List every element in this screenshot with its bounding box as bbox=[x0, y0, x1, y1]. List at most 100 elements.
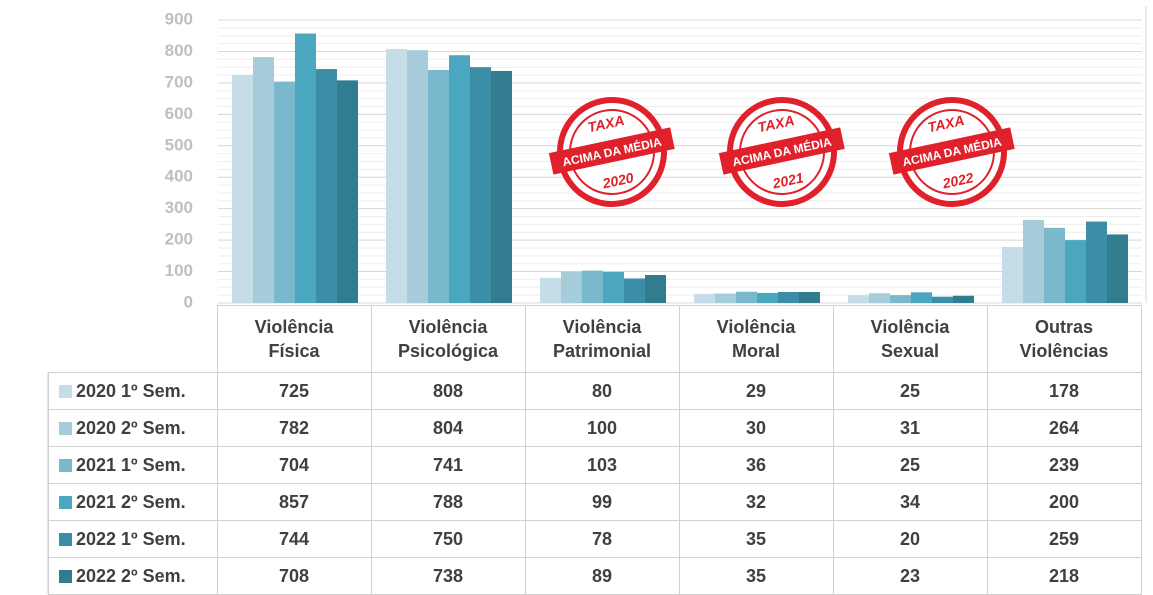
bar bbox=[911, 292, 932, 303]
bar bbox=[890, 295, 911, 303]
category-cell: Violência Psicológica bbox=[370, 305, 526, 373]
category-cell: Violência Patrimonial bbox=[524, 305, 680, 373]
category-cell: Violência Moral bbox=[678, 305, 834, 373]
bar bbox=[540, 277, 561, 303]
legend-cell: 2021 1º Sem. bbox=[48, 446, 218, 484]
value-cell: 23 bbox=[832, 557, 988, 595]
value-cell: 200 bbox=[986, 483, 1142, 521]
value-cell: 218 bbox=[986, 557, 1142, 595]
bar bbox=[428, 69, 449, 303]
value-cell: 808 bbox=[370, 372, 526, 410]
stamp-top: TAXA bbox=[926, 112, 966, 135]
value-cell: 30 bbox=[678, 409, 834, 447]
value-cell: 782 bbox=[216, 409, 372, 447]
x-tick-label: Violência Sexual bbox=[870, 317, 950, 361]
y-tick-label: 500 bbox=[165, 135, 193, 154]
bar bbox=[407, 50, 428, 303]
y-tick-label: 600 bbox=[165, 104, 193, 123]
value-cell: 32 bbox=[678, 483, 834, 521]
value-cell: 804 bbox=[370, 409, 526, 447]
legend-label: 2020 1º Sem. bbox=[76, 380, 186, 401]
bar bbox=[295, 33, 316, 303]
bar bbox=[799, 291, 820, 303]
y-tick-label: 800 bbox=[165, 41, 193, 60]
legend-swatch bbox=[59, 532, 72, 546]
stamp-band bbox=[888, 127, 1015, 175]
bar bbox=[386, 48, 407, 303]
bar bbox=[274, 81, 295, 304]
x-tick-label: Violência Moral bbox=[716, 317, 796, 361]
stamp-year: 2020 bbox=[600, 169, 635, 191]
value-cell: 34 bbox=[832, 483, 988, 521]
data-row: 2021 2º Sem. 857 788 99 32 34 200 bbox=[48, 483, 1142, 521]
legend-label: 2021 2º Sem. bbox=[76, 491, 186, 512]
bar bbox=[1044, 227, 1065, 303]
bar bbox=[1002, 247, 1023, 303]
legend-swatch bbox=[59, 421, 72, 435]
bar bbox=[848, 295, 869, 303]
value-cell: 178 bbox=[986, 372, 1142, 410]
bar bbox=[778, 291, 799, 303]
value-cell: 31 bbox=[832, 409, 988, 447]
bar bbox=[1065, 240, 1086, 303]
value-cell: 35 bbox=[678, 520, 834, 558]
value-cell: 725 bbox=[216, 372, 372, 410]
legend-swatch bbox=[59, 384, 72, 398]
legend-cell: 2022 2º Sem. bbox=[48, 557, 218, 595]
value-cell: 78 bbox=[524, 520, 680, 558]
bar bbox=[491, 70, 512, 303]
value-cell: 100 bbox=[524, 409, 680, 447]
value-cell: 708 bbox=[216, 557, 372, 595]
y-tick-label: 900 bbox=[165, 9, 193, 28]
y-tick-label: 700 bbox=[165, 72, 193, 91]
value-cell: 857 bbox=[216, 483, 372, 521]
value-cell: 704 bbox=[216, 446, 372, 484]
value-cell: 259 bbox=[986, 520, 1142, 558]
bar bbox=[1023, 219, 1044, 303]
value-cell: 89 bbox=[524, 557, 680, 595]
value-cell: 25 bbox=[832, 372, 988, 410]
x-tick-label: Violência Física bbox=[254, 317, 334, 361]
x-tick-label: Violência Psicológica bbox=[397, 317, 499, 361]
value-cell: 264 bbox=[986, 409, 1142, 447]
stamp-band bbox=[548, 127, 675, 175]
data-table: Violência Física Violência Psicológica Vio… bbox=[48, 305, 1142, 595]
legend-label: 2021 1º Sem. bbox=[76, 454, 186, 475]
bar bbox=[715, 293, 736, 303]
value-cell: 35 bbox=[678, 557, 834, 595]
bar bbox=[645, 275, 666, 303]
stamp-year: 2021 bbox=[770, 169, 805, 191]
value-cell: 80 bbox=[524, 372, 680, 410]
value-cell: 103 bbox=[524, 446, 680, 484]
y-tick-label: 0 bbox=[184, 292, 193, 311]
value-cell: 25 bbox=[832, 446, 988, 484]
bar bbox=[932, 296, 953, 303]
legend-cell: 2020 1º Sem. bbox=[48, 372, 218, 410]
legend-label: 2022 2º Sem. bbox=[76, 565, 186, 586]
value-cell: 744 bbox=[216, 520, 372, 558]
bar bbox=[1107, 234, 1128, 303]
corner bbox=[49, 306, 218, 373]
x-tick-label: Violência Patrimonial bbox=[552, 317, 652, 361]
category-cell: Violência Sexual bbox=[832, 305, 988, 373]
value-cell: 741 bbox=[370, 446, 526, 484]
value-cell: 750 bbox=[370, 520, 526, 558]
data-row: 2022 2º Sem. 708 738 89 35 23 218 bbox=[48, 557, 1142, 595]
legend-label: 2020 2º Sem. bbox=[76, 417, 186, 438]
category-cell: Outras Violências bbox=[986, 305, 1142, 373]
stamp-band bbox=[718, 127, 845, 175]
category-cell: Violência Física bbox=[216, 305, 372, 373]
bar bbox=[449, 55, 470, 304]
bar bbox=[624, 278, 645, 303]
value-cell: 29 bbox=[678, 372, 834, 410]
stamp-year: 2022 bbox=[940, 169, 975, 191]
bar bbox=[603, 271, 624, 303]
data-row: 2022 1º Sem. 744 750 78 35 20 259 bbox=[48, 520, 1142, 558]
value-cell: 99 bbox=[524, 483, 680, 521]
header-row: Violência Física Violência Psicológica Vio… bbox=[49, 305, 1142, 373]
